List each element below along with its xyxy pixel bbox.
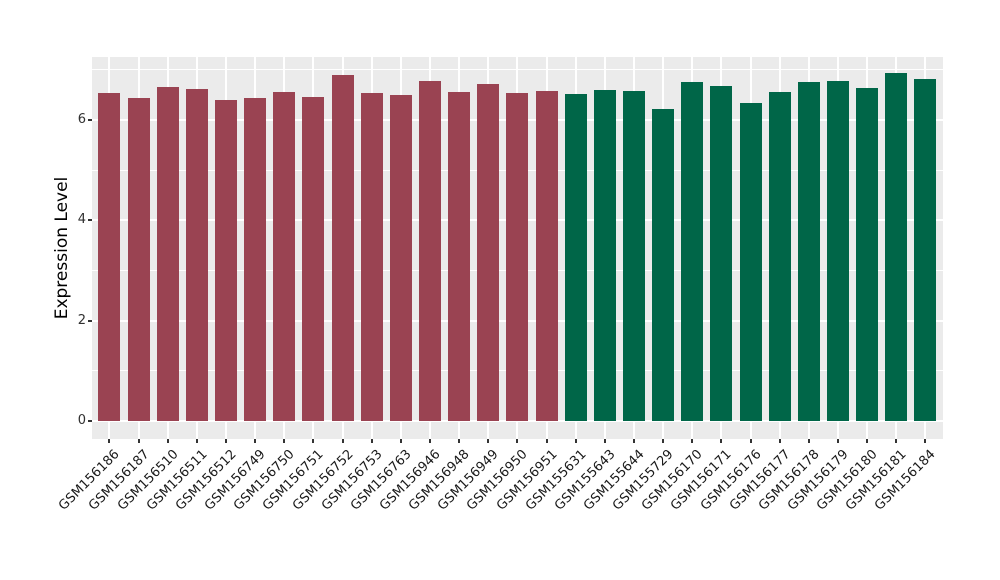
bar-GSM156180: [856, 88, 879, 421]
x-tick-mark-GSM156511: [195, 439, 198, 443]
x-tick-mark-GSM156180: [866, 439, 869, 443]
bar-GSM156750: [273, 92, 296, 421]
y-tick-mark-2: [88, 319, 92, 322]
bar-GSM155644: [623, 91, 645, 421]
y-tick-label-6: 6: [77, 111, 86, 127]
bar-GSM156177: [768, 92, 791, 421]
y-tick-mark-6: [88, 118, 92, 121]
bar-GSM156511: [185, 89, 208, 421]
x-tick-mark-GSM156178: [807, 439, 810, 443]
plot-panel: [92, 57, 943, 439]
bar-GSM156951: [535, 91, 558, 421]
bar-GSM156753: [360, 93, 383, 421]
x-tick-mark-GSM156186: [108, 439, 111, 443]
x-tick-mark-GSM156184: [924, 439, 927, 443]
bar-GSM156948: [448, 92, 471, 421]
x-tick-mark-GSM156177: [778, 439, 781, 443]
x-tick-mark-GSM156512: [225, 439, 228, 443]
x-tick-mark-GSM156750: [283, 439, 286, 443]
x-tick-mark-GSM155643: [603, 439, 606, 443]
bar-GSM156751: [302, 96, 325, 421]
bar-GSM156949: [477, 84, 500, 421]
bar-GSM156178: [797, 82, 820, 421]
x-tick-mark-GSM156753: [370, 439, 373, 443]
bar-GSM156946: [419, 80, 442, 421]
x-tick-mark-GSM156948: [458, 439, 461, 443]
x-tick-mark-GSM156181: [895, 439, 898, 443]
bar-GSM156512: [215, 100, 238, 421]
y-tick-label-4: 4: [77, 212, 86, 228]
bar-GSM155729: [652, 108, 675, 421]
y-tick-label-2: 2: [77, 312, 86, 328]
x-tick-mark-GSM155631: [574, 439, 577, 443]
x-tick-mark-GSM156171: [720, 439, 723, 443]
bar-GSM156752: [331, 74, 354, 421]
bar-GSM156184: [914, 78, 937, 421]
bar-GSM156170: [681, 82, 704, 421]
x-tick-mark-GSM156951: [545, 439, 548, 443]
x-tick-mark-GSM156763: [399, 439, 402, 443]
x-tick-mark-GSM156176: [749, 439, 752, 443]
x-tick-mark-GSM156749: [254, 439, 257, 443]
x-tick-mark-GSM156170: [691, 439, 694, 443]
y-tick-mark-0: [88, 420, 92, 422]
bar-GSM156187: [127, 97, 150, 421]
x-tick-mark-GSM156950: [516, 439, 519, 443]
x-tick-mark-GSM155644: [633, 439, 635, 443]
x-tick-mark-GSM156510: [166, 439, 169, 443]
y-tick-mark-4: [88, 219, 92, 222]
bar-GSM156510: [156, 86, 179, 421]
x-tick-mark-GSM155729: [662, 439, 665, 443]
bar-GSM156179: [826, 80, 849, 421]
bar-GSM156950: [506, 93, 529, 421]
bar-GSM156763: [389, 95, 412, 421]
bar-GSM156171: [710, 86, 733, 421]
x-tick-mark-GSM156752: [341, 439, 344, 443]
x-tick-mark-GSM156179: [836, 439, 839, 443]
bar-GSM155631: [564, 94, 587, 421]
x-tick-mark-GSM156187: [137, 439, 140, 443]
bar-GSM156176: [739, 102, 762, 421]
x-tick-mark-GSM156949: [487, 439, 490, 443]
bar-GSM156186: [98, 93, 121, 421]
bar-GSM156749: [244, 98, 267, 421]
y-tick-label-0: 0: [77, 413, 86, 428]
bar-GSM155643: [593, 89, 616, 421]
x-tick-mark-GSM156946: [429, 439, 432, 443]
x-tick-mark-GSM156751: [312, 439, 315, 443]
bar-GSM156181: [885, 73, 908, 421]
